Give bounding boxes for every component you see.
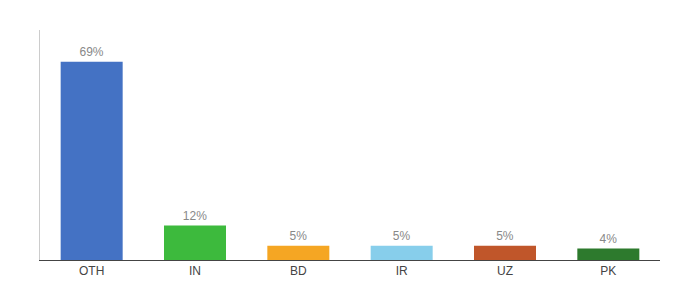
svg-text:OTH: OTH (79, 264, 104, 278)
svg-text:5%: 5% (496, 229, 514, 243)
svg-text:UZ: UZ (497, 264, 513, 278)
svg-text:BD: BD (290, 264, 307, 278)
svg-text:PK: PK (600, 264, 616, 278)
svg-text:12%: 12% (183, 209, 207, 223)
svg-text:IR: IR (396, 264, 408, 278)
svg-text:69%: 69% (79, 45, 103, 59)
svg-text:4%: 4% (599, 232, 617, 246)
svg-text:IN: IN (189, 264, 201, 278)
svg-text:5%: 5% (393, 229, 411, 243)
svg-text:5%: 5% (289, 229, 307, 243)
